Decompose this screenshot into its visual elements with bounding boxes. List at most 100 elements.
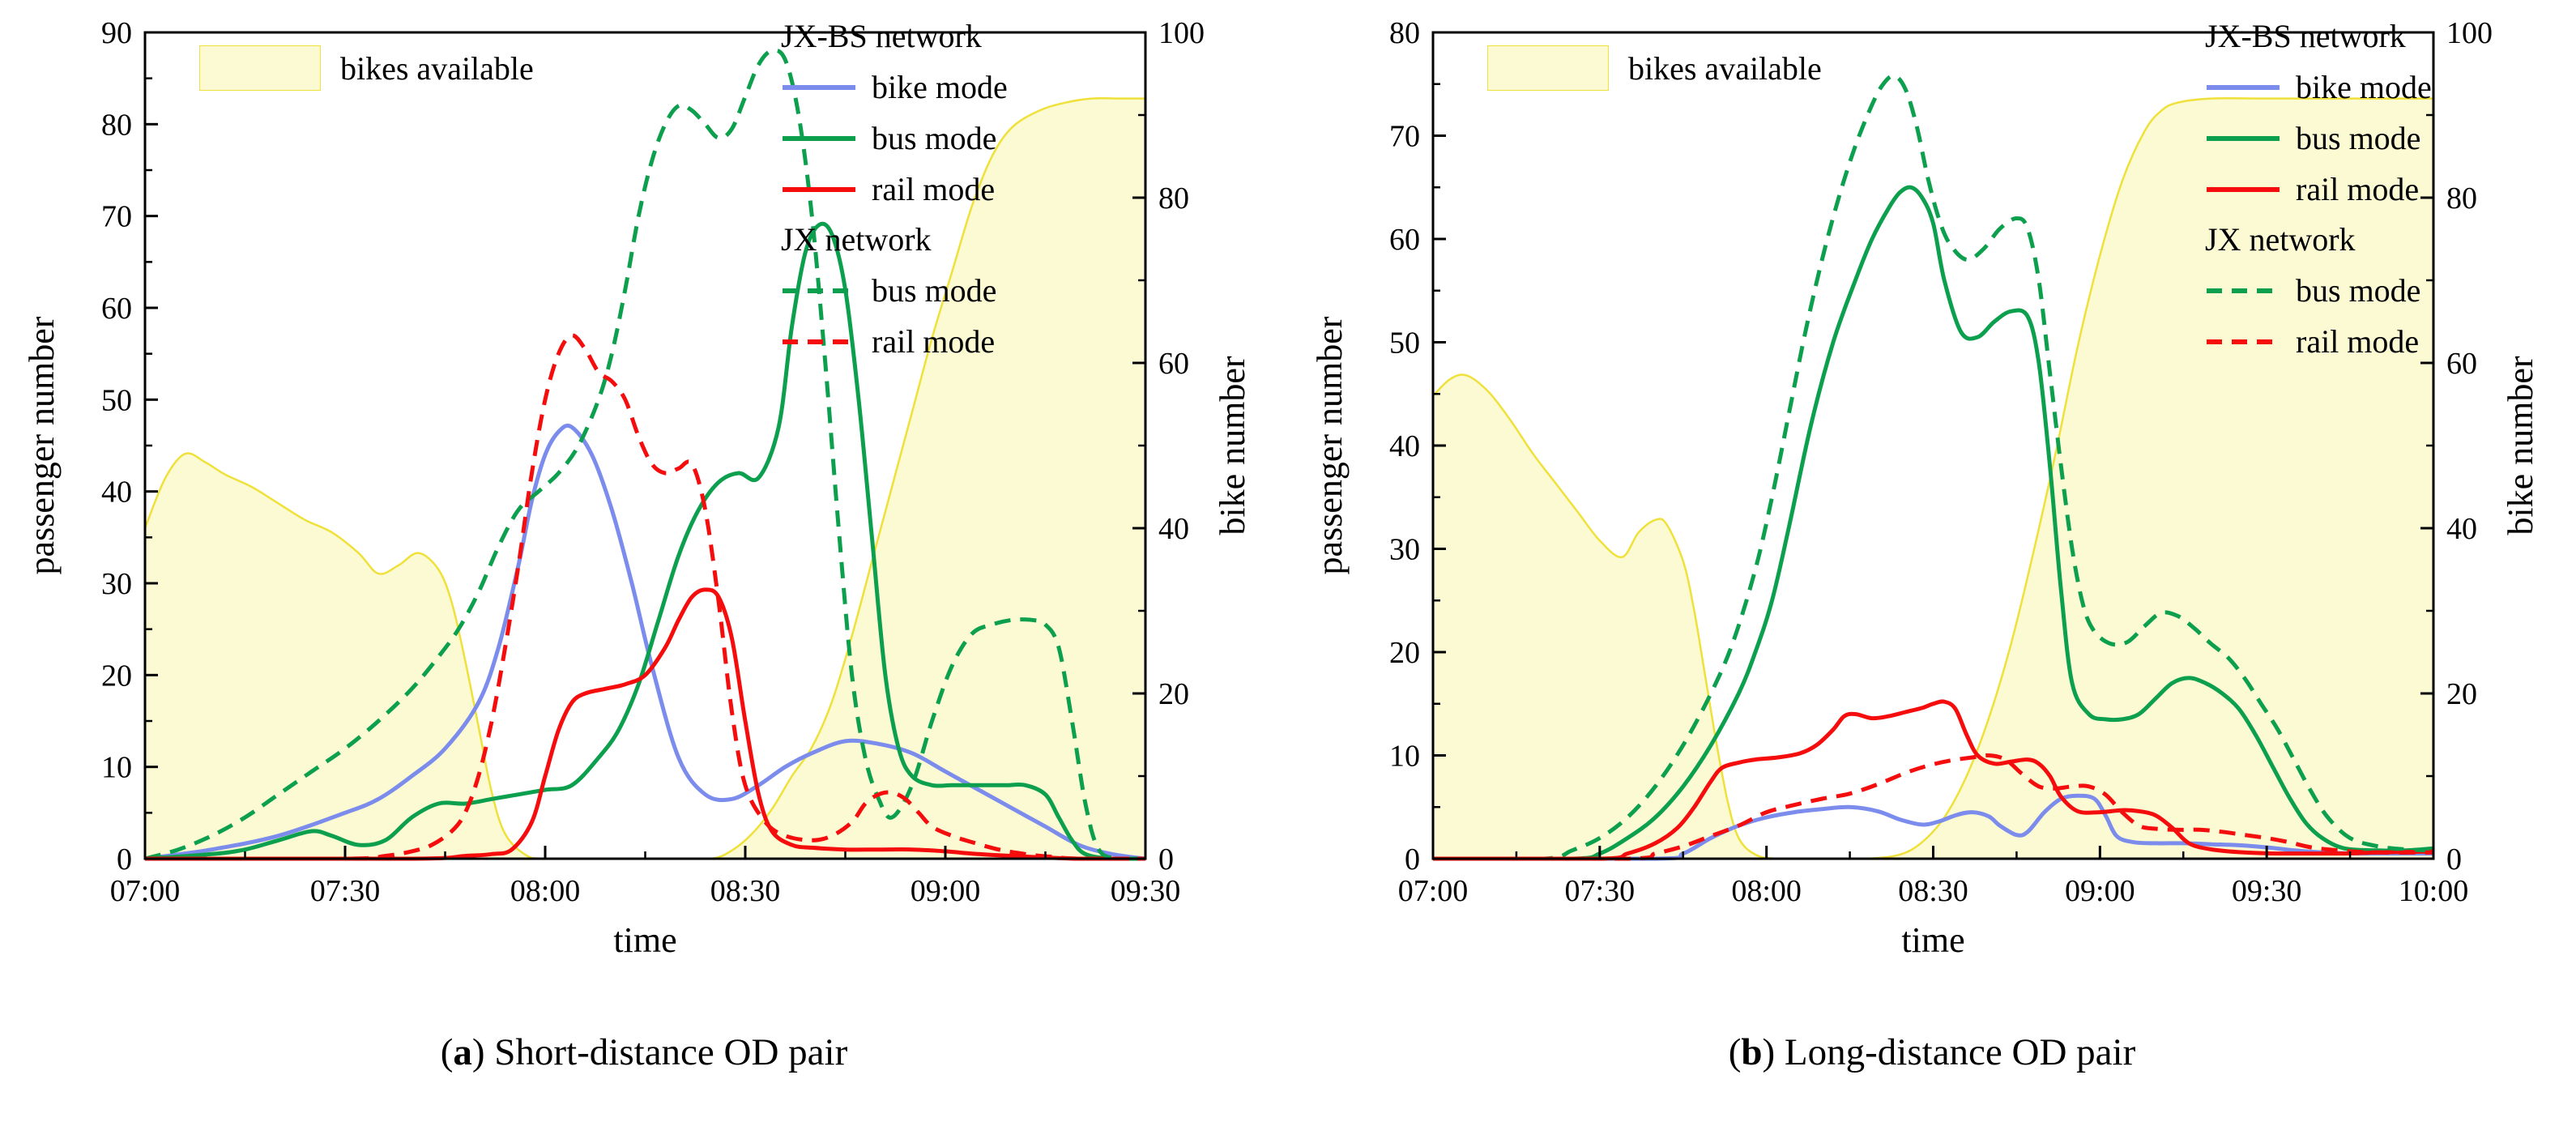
bikes-available-swatch [199, 45, 321, 91]
legend-group-jx-header: JX network [781, 221, 932, 258]
y-right-tick-label: 20 [1158, 677, 1189, 711]
x-tick-label: 07:00 [110, 874, 181, 908]
x-tick-label: 07:00 [1398, 874, 1469, 908]
caption-pre: ( [440, 1031, 454, 1073]
legend-label: bike mode [2296, 69, 2432, 105]
legend-group-jxbs-header: JX-BS network [2205, 18, 2406, 54]
y-left-tick-label: 50 [1389, 326, 1420, 360]
legend-item-rail-mode-jx: rail mode [781, 316, 1008, 367]
dashed-line-swatch [783, 288, 855, 293]
y-right-tick-label: 100 [2446, 16, 2493, 50]
solid-line-swatch [783, 186, 855, 192]
legend-group-jxbs-header: JX-BS network [781, 18, 982, 54]
series-bike-mode-jx-bs-network- [1432, 793, 2433, 861]
y-right-axis-label: bike number [1213, 356, 1252, 535]
y-right-tick-label: 80 [1158, 181, 1189, 215]
y-left-tick-label: 40 [101, 476, 132, 510]
x-tick-label: 07:30 [310, 874, 381, 908]
chart-a: 07:00 07:30 08:00 08:30 09:00 09:300102030405… [22, 16, 1252, 960]
y-left-tick-label: 20 [1389, 636, 1420, 670]
legend-item-rail-mode-jx: rail mode [2205, 316, 2432, 367]
y-left-axis-label: passenger number [1310, 316, 1350, 574]
panel-a: 07:00 07:30 08:00 08:30 09:00 09:30 0 10 20 30 40 5… [0, 11, 1288, 1074]
y-left-tick-label: 20 [101, 659, 132, 693]
bikes-available-swatch [1487, 45, 1609, 91]
y-right-tick-label: 40 [1158, 512, 1189, 546]
series-rail-mode-jx-bs-network- [1432, 699, 2434, 861]
caption-b: (b) Long-distance OD pair [1288, 1030, 2576, 1074]
chart-b: 07:00 07:30 08:00 08:30 09:00 09:30 10:0001020… [1310, 16, 2540, 960]
chart-b-wrap: 07:00 07:30 08:00 08:30 09:00 09:30 10:00 0 10 20… [1299, 0, 2563, 996]
y-right-tick-label: 100 [1158, 16, 1205, 50]
legend-label: bike mode [872, 69, 1008, 105]
series-bus-mode-jx-bs-network- [144, 221, 1145, 861]
series-rail-mode-jx-bs-network- [144, 587, 1145, 861]
x-tick-label: 10:00 [2399, 874, 2469, 908]
x-tick-label: 08:00 [510, 874, 581, 908]
y-left-tick-label: 0 [117, 843, 132, 877]
y-right-tick-label: 20 [2446, 677, 2477, 711]
bikes-available-area [145, 98, 1145, 859]
x-tick-label: 08:00 [1731, 874, 1802, 908]
y-left-tick-label: 40 [1389, 429, 1420, 463]
y-left-tick-label: 10 [1389, 740, 1420, 774]
legend-label: bus mode [2296, 272, 2421, 309]
solid-line-swatch [783, 84, 855, 90]
x-tick-label: 09:00 [911, 874, 981, 908]
bikes-available-area [1433, 98, 2433, 859]
y-right-tick-label: 40 [2446, 512, 2477, 546]
series-bus-mode-jx-network- [1432, 73, 2434, 861]
panel-b: 07:00 07:30 08:00 08:30 09:00 09:30 10:00 0 10 20… [1288, 0, 2576, 1139]
legend-item-bus-mode-jx: bus mode [781, 265, 1008, 316]
y-left-tick-label: 70 [101, 200, 132, 234]
legend-bikes-available: bikes available [1487, 45, 1822, 91]
x-tick-label: 09:00 [2065, 874, 2135, 908]
y-left-tick-label: 60 [101, 292, 132, 326]
y-right-tick-label: 60 [1158, 347, 1189, 381]
legend-item-bike-mode-jxbs: bike mode [2205, 62, 2432, 113]
y-left-axis-label: passenger number [22, 316, 62, 574]
legend-label: bus mode [2296, 120, 2421, 156]
y-right-axis-label: bike number [2501, 356, 2540, 535]
caption-letter: a [453, 1031, 472, 1073]
series-rail-mode-jx-network- [1432, 753, 2434, 861]
legend: JX-BS network bike mode bus mode rail mode J… [2205, 11, 2432, 367]
y-left-tick-label: 70 [1389, 120, 1420, 154]
x-tick-label: 08:30 [710, 874, 781, 908]
y-left-tick-label: 30 [1389, 533, 1420, 567]
dashed-line-swatch [2207, 288, 2280, 293]
series-bus-mode-jx-network- [144, 48, 1145, 861]
y-left-tick-label: 80 [1389, 16, 1420, 50]
legend-label: rail mode [2296, 323, 2420, 360]
y-left-tick-label: 50 [101, 383, 132, 417]
x-tick-label: 07:30 [1565, 874, 1636, 908]
legend-group-jx-header: JX network [2205, 221, 2356, 258]
solid-line-swatch [2207, 84, 2280, 90]
y-right-tick-label: 0 [1158, 843, 1174, 877]
x-tick-label: 09:30 [1111, 874, 1181, 908]
x-tick-label: 08:30 [1898, 874, 1968, 908]
legend-bikes-available: bikes available [199, 45, 534, 91]
dashed-line-swatch [2207, 339, 2280, 344]
y-right-tick-label: 60 [2446, 347, 2477, 381]
series-bus-mode-jx-bs-network- [1432, 185, 2434, 861]
series-rail-mode-jx-network- [144, 333, 1145, 861]
legend-item-bike-mode-jxbs: bike mode [781, 62, 1008, 113]
caption-a: (a) Short-distance OD pair [0, 1030, 1288, 1074]
legend-label: rail mode [872, 323, 996, 360]
caption-text: ) Long-distance OD pair [1762, 1031, 2136, 1073]
legend-item-bus-mode-jxbs: bus mode [781, 113, 1008, 164]
legend-label: rail mode [872, 171, 996, 207]
caption-pre: ( [1728, 1031, 1742, 1073]
legend-item-bus-mode-jx: bus mode [2205, 265, 2432, 316]
dashed-line-swatch [783, 339, 855, 344]
solid-line-swatch [2207, 186, 2280, 192]
legend-item-rail-mode-jxbs: rail mode [2205, 164, 2432, 215]
x-axis-label: time [613, 920, 676, 960]
legend: JX-BS network bike mode bus mode rail mode J… [781, 11, 1008, 367]
legend-label: bus mode [872, 120, 997, 156]
solid-line-swatch [783, 135, 855, 141]
caption-text: ) Short-distance OD pair [471, 1031, 848, 1073]
legend-label: bus mode [872, 272, 997, 309]
